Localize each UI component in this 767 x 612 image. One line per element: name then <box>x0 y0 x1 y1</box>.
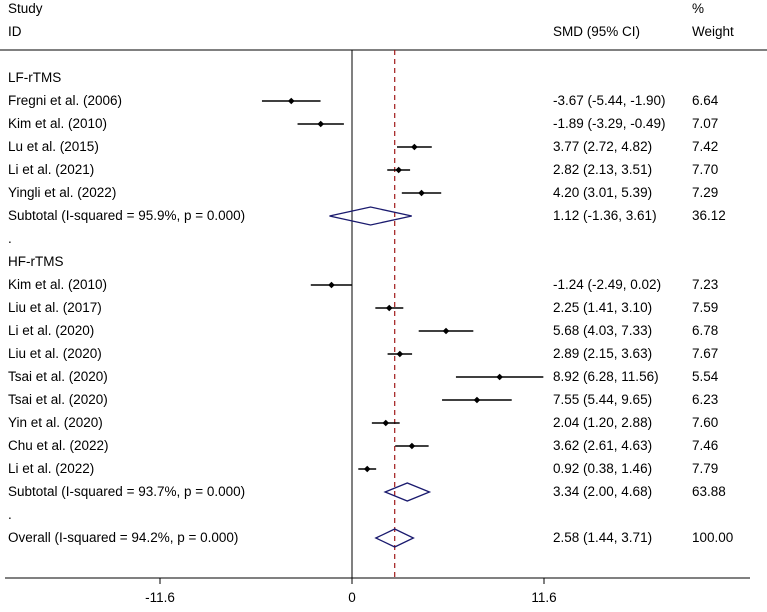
row-weight: 7.42 <box>692 139 719 154</box>
row-ci-text: 3.34 (2.00, 4.68) <box>553 484 653 499</box>
row-label: Kim et al. (2010) <box>8 277 108 292</box>
point-estimate <box>411 143 418 151</box>
x-tick-label: -11.6 <box>145 590 175 605</box>
row-label: Yingli et al. (2022) <box>8 185 117 200</box>
point-estimate <box>442 327 450 335</box>
row-ci-text: 2.58 (1.44, 3.71) <box>553 530 653 545</box>
point-estimate <box>496 373 503 381</box>
row-label: Subtotal (I-squared = 95.9%, p = 0.000) <box>8 208 246 223</box>
point-estimate <box>473 396 481 404</box>
row-weight: 7.23 <box>692 277 719 292</box>
row-ci-text: 2.04 (1.20, 2.88) <box>553 415 653 430</box>
row-ci-text: 0.92 (0.38, 1.46) <box>553 461 653 476</box>
row-ci-text: -1.89 (-3.29, -0.49) <box>553 116 666 131</box>
row-weight: 7.67 <box>692 346 719 361</box>
subtotal-diamond <box>383 482 432 502</box>
header-smd: SMD (95% CI) <box>553 24 641 39</box>
row-ci-text: 2.89 (2.15, 3.63) <box>553 346 653 361</box>
row-weight: 7.70 <box>692 162 719 177</box>
row-label: . <box>8 507 12 522</box>
row-ci-text: 5.68 (4.03, 7.33) <box>553 323 653 338</box>
header-id: ID <box>8 24 22 39</box>
x-tick-label: 0 <box>348 590 356 605</box>
point-estimate <box>363 465 371 473</box>
row-label: Lu et al. (2015) <box>8 139 99 154</box>
row-weight: 6.23 <box>692 392 719 407</box>
row-ci-text: 4.20 (3.01, 5.39) <box>553 185 653 200</box>
point-estimate <box>395 166 402 174</box>
row-weight: 63.88 <box>692 484 726 499</box>
row-label: Liu et al. (2020) <box>8 346 102 361</box>
row-ci-text: 3.62 (2.61, 4.63) <box>553 438 653 453</box>
row-ci-text: 1.12 (-1.36, 3.61) <box>553 208 657 223</box>
row-weight: 7.60 <box>692 415 719 430</box>
row-ci-text: 8.92 (6.28, 11.56) <box>553 369 659 384</box>
row-label: . <box>8 231 12 246</box>
row-label: HF-rTMS <box>8 254 64 269</box>
row-weight: 6.64 <box>692 93 719 108</box>
header-weight: Weight <box>692 24 734 39</box>
row-label: Liu et al. (2017) <box>8 300 102 315</box>
row-label: Overall (I-squared = 94.2%, p = 0.000) <box>8 530 239 545</box>
header-study: Study <box>8 1 43 16</box>
row-weight: 7.79 <box>692 461 719 476</box>
row-label: Li et al. (2021) <box>8 162 95 177</box>
row-label: Subtotal (I-squared = 93.7%, p = 0.000) <box>8 484 246 499</box>
point-estimate <box>382 419 390 427</box>
row-weight: 7.29 <box>692 185 719 200</box>
header-percent: % <box>692 1 705 16</box>
overall-diamond <box>374 528 415 548</box>
row-label: Fregni et al. (2006) <box>8 93 123 108</box>
row-ci-text: 7.55 (5.44, 9.65) <box>553 392 653 407</box>
point-estimate <box>287 97 295 105</box>
row-weight: 7.59 <box>692 300 719 315</box>
row-label: Tsai et al. (2020) <box>8 369 108 384</box>
row-weight: 6.78 <box>692 323 719 338</box>
row-ci-text: -3.67 (-5.44, -1.90) <box>553 93 666 108</box>
row-ci-text: 3.77 (2.72, 4.82) <box>553 139 653 154</box>
row-label: Tsai et al. (2020) <box>8 392 108 407</box>
row-label: Yin et al. (2020) <box>8 415 103 430</box>
x-tick-label: 11.6 <box>531 590 556 605</box>
row-label: Kim et al. (2010) <box>8 116 108 131</box>
row-weight: 7.07 <box>692 116 719 131</box>
subtotal-diamond <box>329 206 412 226</box>
row-weight: 36.12 <box>692 208 726 223</box>
row-ci-text: 2.82 (2.13, 3.51) <box>553 162 653 177</box>
point-estimate <box>328 281 335 289</box>
row-ci-text: 2.25 (1.41, 3.10) <box>553 300 653 315</box>
row-weight: 5.54 <box>692 369 719 384</box>
point-estimate <box>408 442 416 450</box>
row-weight: 7.46 <box>692 438 719 453</box>
row-ci-text: -1.24 (-2.49, 0.02) <box>553 277 662 292</box>
point-estimate <box>418 189 425 197</box>
row-label: Chu et al. (2022) <box>8 438 109 453</box>
point-estimate <box>317 120 325 128</box>
row-label: Li et al. (2022) <box>8 461 95 476</box>
row-weight: 100.00 <box>692 530 734 545</box>
point-estimate <box>396 350 404 358</box>
row-label: LF-rTMS <box>8 70 62 85</box>
row-label: Li et al. (2020) <box>8 323 95 338</box>
point-estimate <box>385 304 393 312</box>
